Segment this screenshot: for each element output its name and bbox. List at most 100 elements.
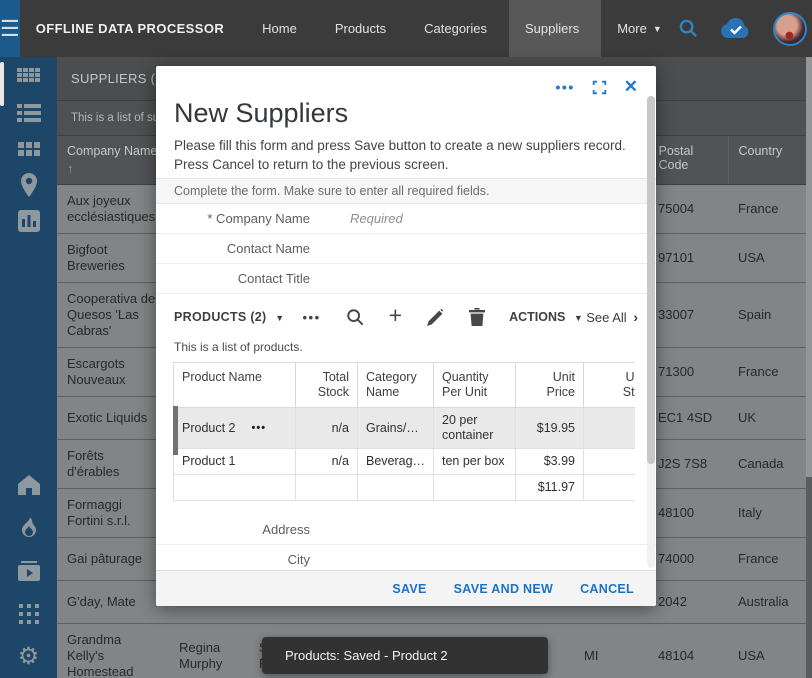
sidebar-item-apps-grid-icon[interactable]: [0, 592, 57, 635]
sidebar-item-settings-gear-icon[interactable]: ⚙: [17, 642, 40, 670]
column-header-total-stock[interactable]: Total Stock: [295, 362, 358, 408]
add-product-icon[interactable]: +: [388, 302, 403, 328]
cell-state: MI: [574, 623, 648, 678]
cell-total-stock: n/a: [295, 407, 358, 449]
form-row-company-name: * Company Name Required: [156, 204, 656, 234]
nav-item[interactable]: Products: [334, 21, 387, 36]
delete-product-icon[interactable]: [469, 308, 486, 326]
products-totals-row: $11.97: [173, 474, 635, 501]
cloud-sync-icon[interactable]: [720, 17, 752, 40]
row-menu-icon[interactable]: •••: [251, 421, 267, 434]
cell-contact-name: Regina Murphy: [169, 623, 249, 678]
cell-country: France: [728, 347, 812, 397]
column-header-product-name[interactable]: Product Name: [173, 362, 296, 408]
nav-item[interactable]: Categories: [424, 21, 488, 36]
modal-menu-icon[interactable]: •••: [555, 79, 575, 95]
close-icon[interactable]: ✕: [623, 77, 638, 96]
toast-notification[interactable]: Products: Saved - Product 2: [262, 637, 548, 674]
cell-company-name: Bigfoot Breweries: [57, 233, 169, 283]
cell-postal-code: 48104: [648, 623, 728, 678]
contact-name-label: Contact Name: [226, 241, 310, 256]
see-all-link[interactable]: See All ›: [586, 309, 638, 325]
form-row-address: Address: [156, 515, 656, 545]
cell-country: France: [728, 537, 812, 581]
actions-menu-button[interactable]: ACTIONS ▼: [509, 310, 583, 324]
cell-country: France: [728, 184, 812, 234]
column-header-quantity-per-unit[interactable]: Quantity Per Unit: [433, 362, 516, 408]
sidebar-item-report-grid-icon[interactable]: [0, 59, 57, 95]
cell-postal-code: J2S 7S8: [648, 439, 728, 489]
products-region-selector[interactable]: PRODUCTS (2) ▼: [174, 310, 285, 324]
nav-item[interactable]: More ▼: [617, 21, 662, 36]
sidebar-item-home-icon[interactable]: [0, 463, 57, 506]
cell-country: Australia: [728, 580, 812, 624]
sidebar-item-card-grid-icon[interactable]: [0, 131, 57, 167]
cell-postal-code: 75004: [648, 184, 728, 234]
sidebar-item-map-pin-icon[interactable]: [0, 167, 57, 203]
nav-item[interactable]: Suppliers: [509, 0, 602, 57]
cell-postal-code: 71300: [648, 347, 728, 397]
modal-header-actions: ••• ✕: [156, 66, 656, 96]
column-header-company-name[interactable]: Company Name ↑: [57, 136, 170, 185]
unit-price-total: $11.97: [515, 474, 584, 501]
search-icon[interactable]: [678, 18, 699, 39]
save-button[interactable]: SAVE: [392, 581, 427, 596]
cell-country: Italy: [728, 488, 812, 538]
modal-description: Please fill this form and press Save but…: [174, 138, 626, 172]
products-table: Product Name Total Stock Category Name Q…: [173, 362, 635, 501]
product-row[interactable]: Product 2 ••• n/a Grains/… 20 per contai…: [173, 407, 635, 449]
cell-category-name: Beverag…: [357, 448, 434, 475]
cancel-button[interactable]: CANCEL: [580, 581, 634, 596]
cell-quantity-per-unit: ten per box: [433, 448, 516, 475]
topbar-actions: •••: [678, 0, 812, 57]
modal-scrollbar[interactable]: [647, 96, 655, 568]
main-nav: Home Products Categories Suppliers More ▼: [246, 0, 678, 57]
cell-units-stock: [583, 448, 635, 475]
cell-units-stock: [583, 407, 635, 449]
cell-company-name: Grandma Kelly's Homestead: [57, 623, 169, 678]
form-row-contact-title: Contact Title: [156, 264, 656, 294]
cell-country: Spain: [728, 282, 812, 348]
product-row[interactable]: Product 1 n/a Beverag… ten per box $3.99: [173, 448, 635, 475]
cell-company-name: Aux joyeux ecclésiastiques: [57, 184, 169, 234]
column-header-country[interactable]: Country: [728, 136, 812, 185]
cell-country: USA: [728, 623, 812, 678]
user-avatar[interactable]: [772, 11, 807, 46]
products-search-icon[interactable]: [346, 308, 364, 326]
page-scrollbar[interactable]: [806, 57, 812, 678]
cell-quantity-per-unit: 20 per container: [433, 407, 516, 449]
cell-country: USA: [728, 233, 812, 283]
products-table-wrap: Product Name Total Stock Category Name Q…: [173, 362, 635, 501]
sidebar-item-flame-icon[interactable]: [0, 506, 57, 549]
products-toolbar: PRODUCTS (2) ▼ ••• +: [156, 294, 656, 340]
save-and-new-button[interactable]: SAVE AND NEW: [453, 581, 554, 596]
cell-postal-code: 97101: [648, 233, 728, 283]
chevron-down-icon: ▼: [652, 23, 662, 34]
column-header-units-stock[interactable]: Units Stock: [583, 362, 635, 408]
sidebar-item-video-box-icon[interactable]: [0, 549, 57, 592]
edit-product-icon[interactable]: [427, 308, 444, 326]
cell-country: UK: [728, 396, 812, 440]
column-header-category-name[interactable]: Category Name: [357, 362, 434, 408]
city-label: City: [287, 552, 310, 567]
column-header-postal-code[interactable]: Postal Code: [648, 136, 729, 185]
products-menu-icon[interactable]: •••: [302, 309, 321, 325]
hamburger-menu-icon[interactable]: ☰: [0, 0, 20, 57]
chevron-right-icon: ›: [633, 309, 638, 325]
cell-postal-code: 2042: [648, 580, 728, 624]
cell-company-name: G'day, Mate: [57, 580, 169, 624]
sidebar-item-bar-chart-icon[interactable]: [0, 203, 57, 239]
contact-title-label: Contact Title: [237, 271, 310, 286]
sidebar-item-list-view-icon[interactable]: [0, 95, 57, 131]
form-notice: Complete the form. Make sure to enter al…: [156, 178, 656, 204]
nav-item[interactable]: Home: [262, 21, 297, 36]
new-suppliers-modal: ••• ✕ New Suppliers Please fill this for…: [156, 66, 656, 606]
maximize-icon[interactable]: [592, 80, 607, 95]
company-name-field[interactable]: Required: [350, 211, 403, 226]
cell-product-name: Product 2: [182, 420, 236, 435]
app-title: OFFLINE DATA PROCESSOR: [35, 21, 225, 36]
modal-title: New Suppliers: [174, 98, 349, 128]
column-header-unit-price[interactable]: Unit Price: [515, 362, 584, 408]
products-header-row: Product Name Total Stock Category Name Q…: [173, 362, 635, 408]
cell-unit-price: $19.95: [515, 407, 584, 449]
